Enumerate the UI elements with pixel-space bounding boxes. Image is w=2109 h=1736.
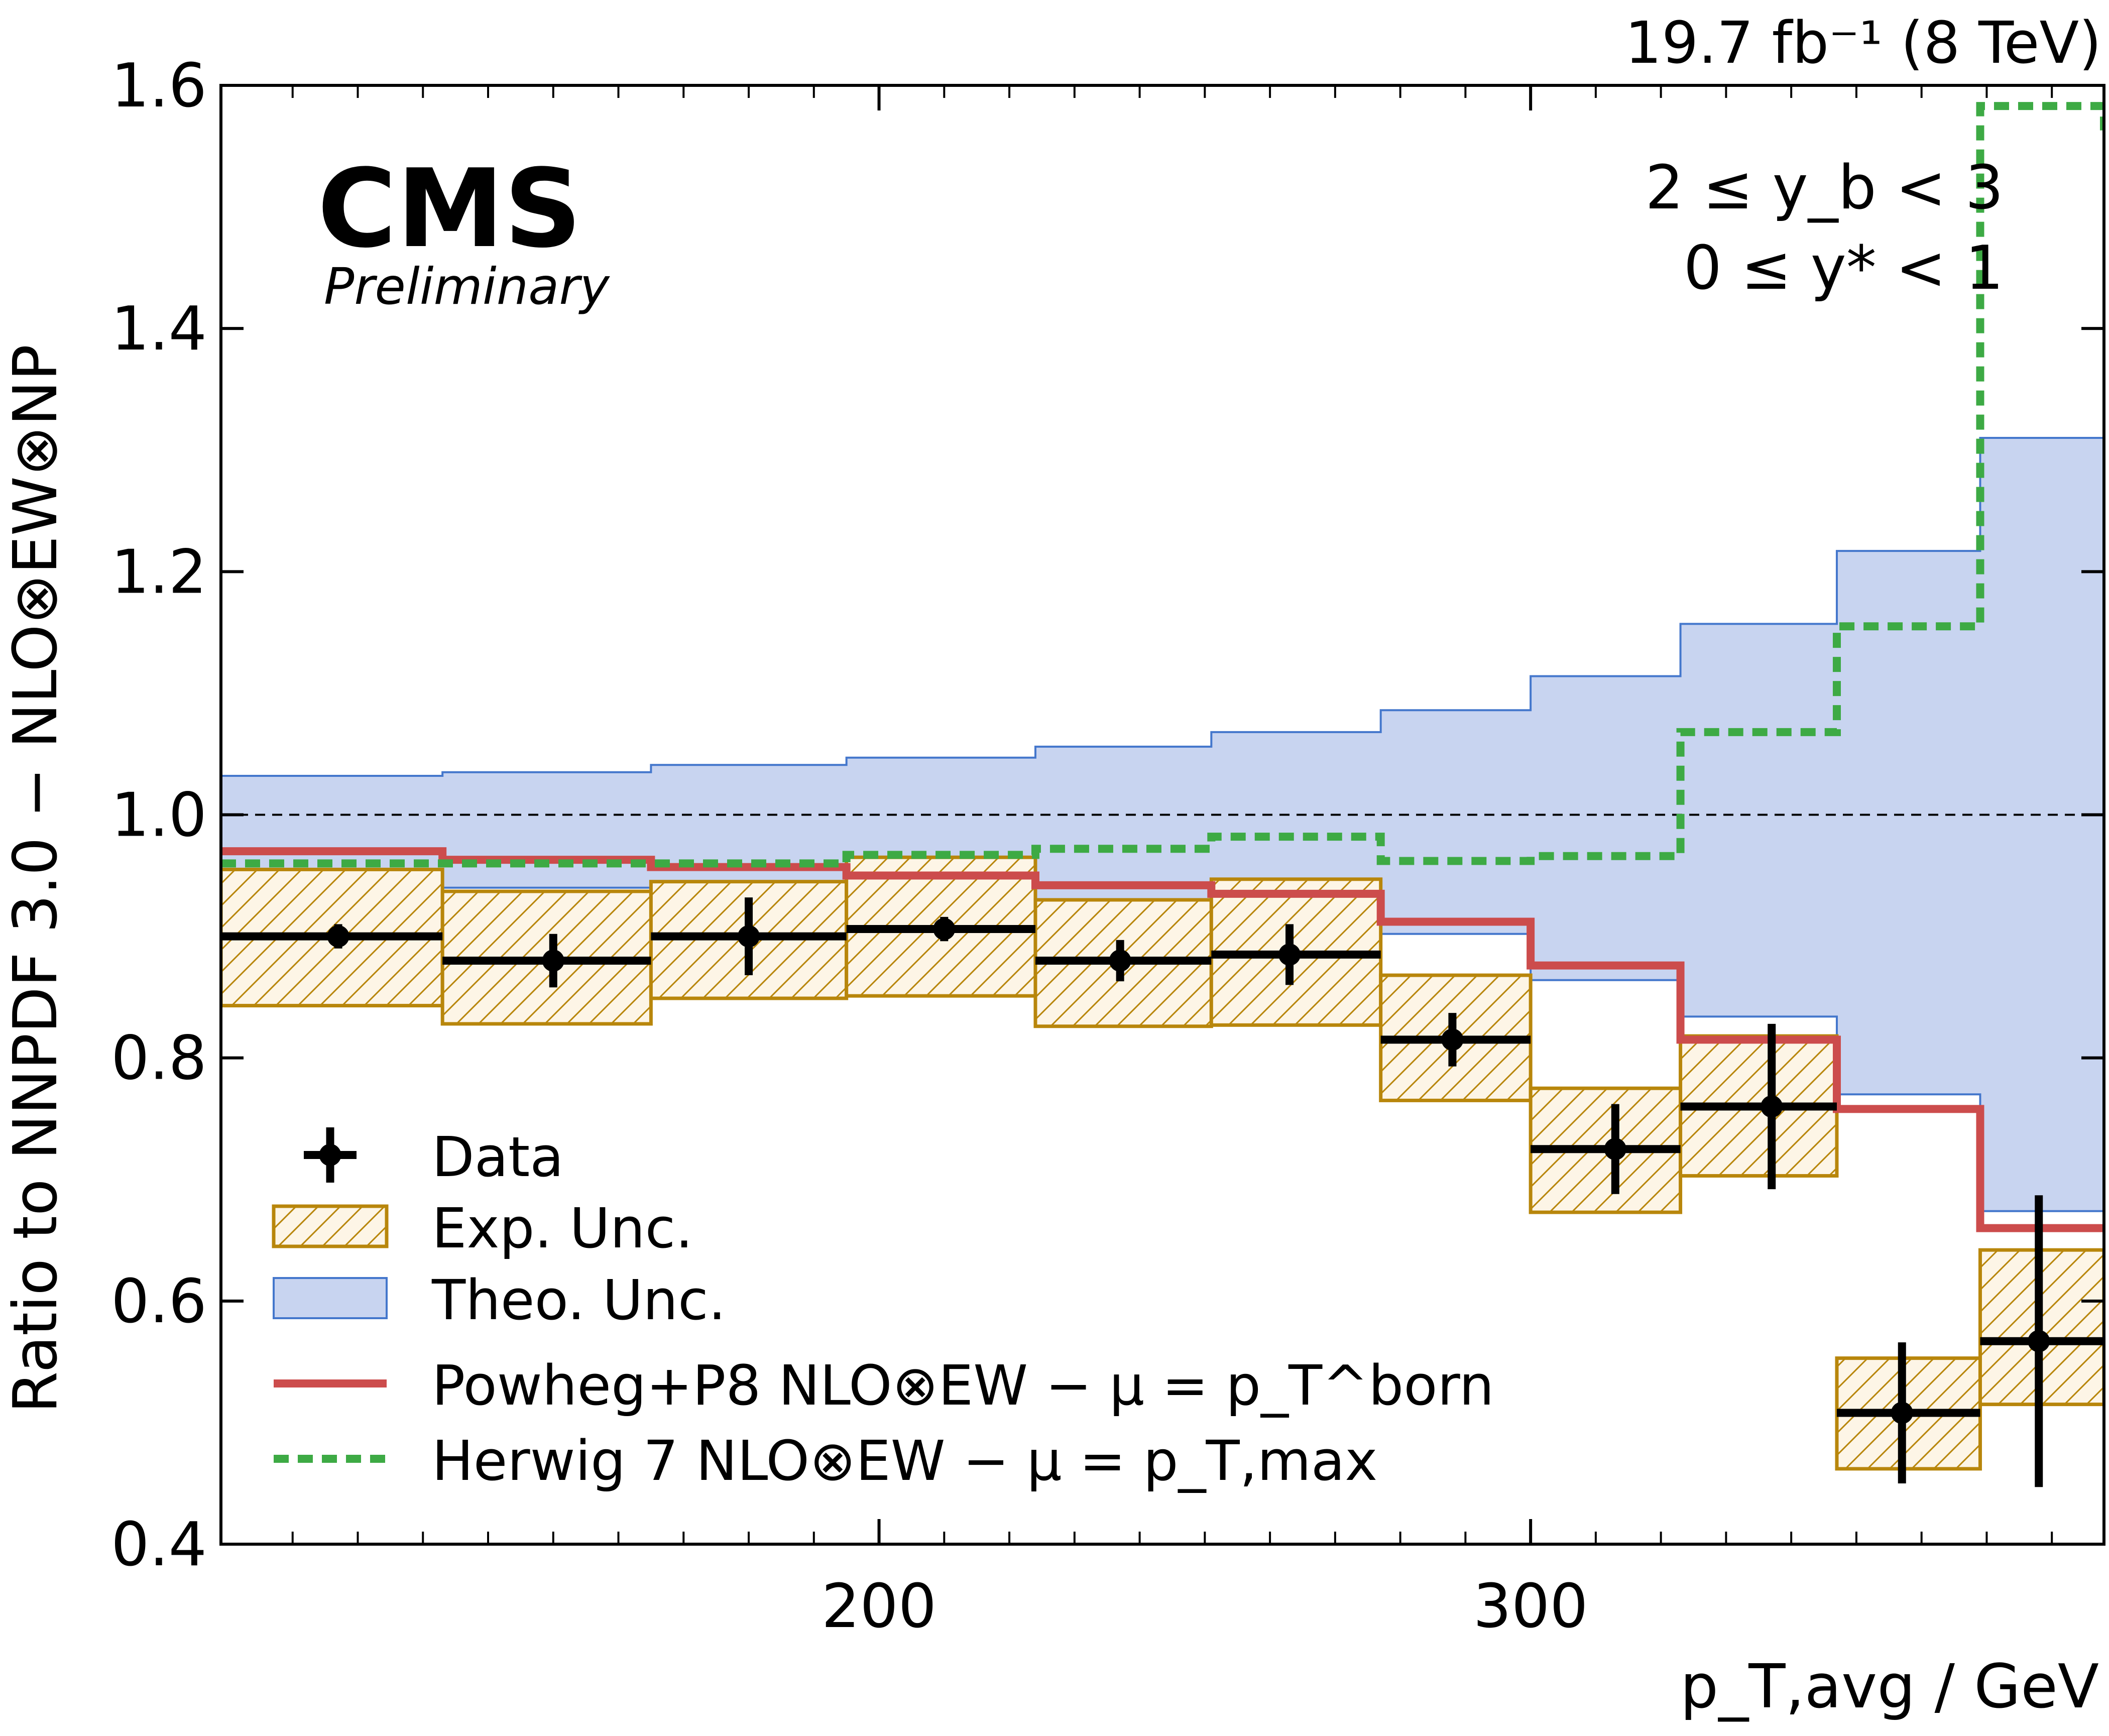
data-point: [933, 918, 956, 941]
data-point: [542, 950, 564, 972]
y-tick-label: 1.0: [111, 781, 207, 851]
region-label-2: 0 ≤ y* < 1: [1684, 234, 2004, 303]
legend-data-marker: [319, 1144, 341, 1166]
herwig-line: [221, 102, 2104, 868]
y-tick-label: 1.4: [111, 294, 207, 364]
legend-theo-swatch: [273, 1277, 388, 1319]
powheg-step: [221, 847, 2104, 1232]
y-tick-label: 1.2: [111, 537, 207, 607]
data-point: [1761, 1095, 1783, 1118]
y-tick-label: 0.6: [111, 1267, 207, 1337]
data-points: [221, 897, 2104, 1487]
legend-label: Exp. Unc.: [432, 1196, 693, 1260]
data-point: [1278, 943, 1301, 966]
axis-ticks: 0.4 0.6 0.8 1.0 1.2 1.4 1.6 200 300: [111, 51, 2104, 1642]
y-tick-label: 1.6: [111, 51, 207, 121]
legend: Data Exp. Unc. Theo. Unc. Powheg+P8 NLO⊗EW …: [272, 1125, 1494, 1493]
data-point: [1891, 1402, 1913, 1424]
x-axis-label: p_T,avg / GeV: [1680, 1652, 2099, 1722]
herwig-step: [221, 102, 2104, 868]
data-point: [1604, 1138, 1626, 1161]
x-tick-label: 300: [1473, 1572, 1588, 1642]
status-label: Preliminary: [324, 257, 610, 316]
y-tick-label: 0.8: [111, 1024, 207, 1094]
legend-label: Data: [432, 1125, 564, 1189]
data-point: [327, 925, 349, 948]
legend-exp-swatch: [272, 1204, 389, 1248]
legend-label: Herwig 7 NLO⊗EW − μ = p_T,max: [432, 1429, 1377, 1493]
region-label-1: 2 ≤ y_b < 3: [1645, 153, 2004, 223]
powheg-line: [221, 847, 2104, 1232]
data-point: [1441, 1028, 1464, 1051]
data-point: [2028, 1330, 2050, 1352]
legend-label: Powheg+P8 NLO⊗EW − μ = p_T^born: [432, 1353, 1494, 1418]
experiment-label: CMS: [317, 146, 582, 272]
luminosity-label: 19.7 fb⁻¹ (8 TeV): [1625, 10, 2101, 77]
legend-label: Theo. Unc.: [431, 1268, 726, 1332]
data-point: [1109, 950, 1131, 972]
x-tick-label: 200: [822, 1572, 936, 1642]
y-axis-label: Ratio to NNPDF 3.0 − NLO⊗EW⊗NP: [1, 344, 71, 1413]
y-tick-label: 0.4: [111, 1510, 207, 1580]
data-point: [738, 925, 760, 948]
